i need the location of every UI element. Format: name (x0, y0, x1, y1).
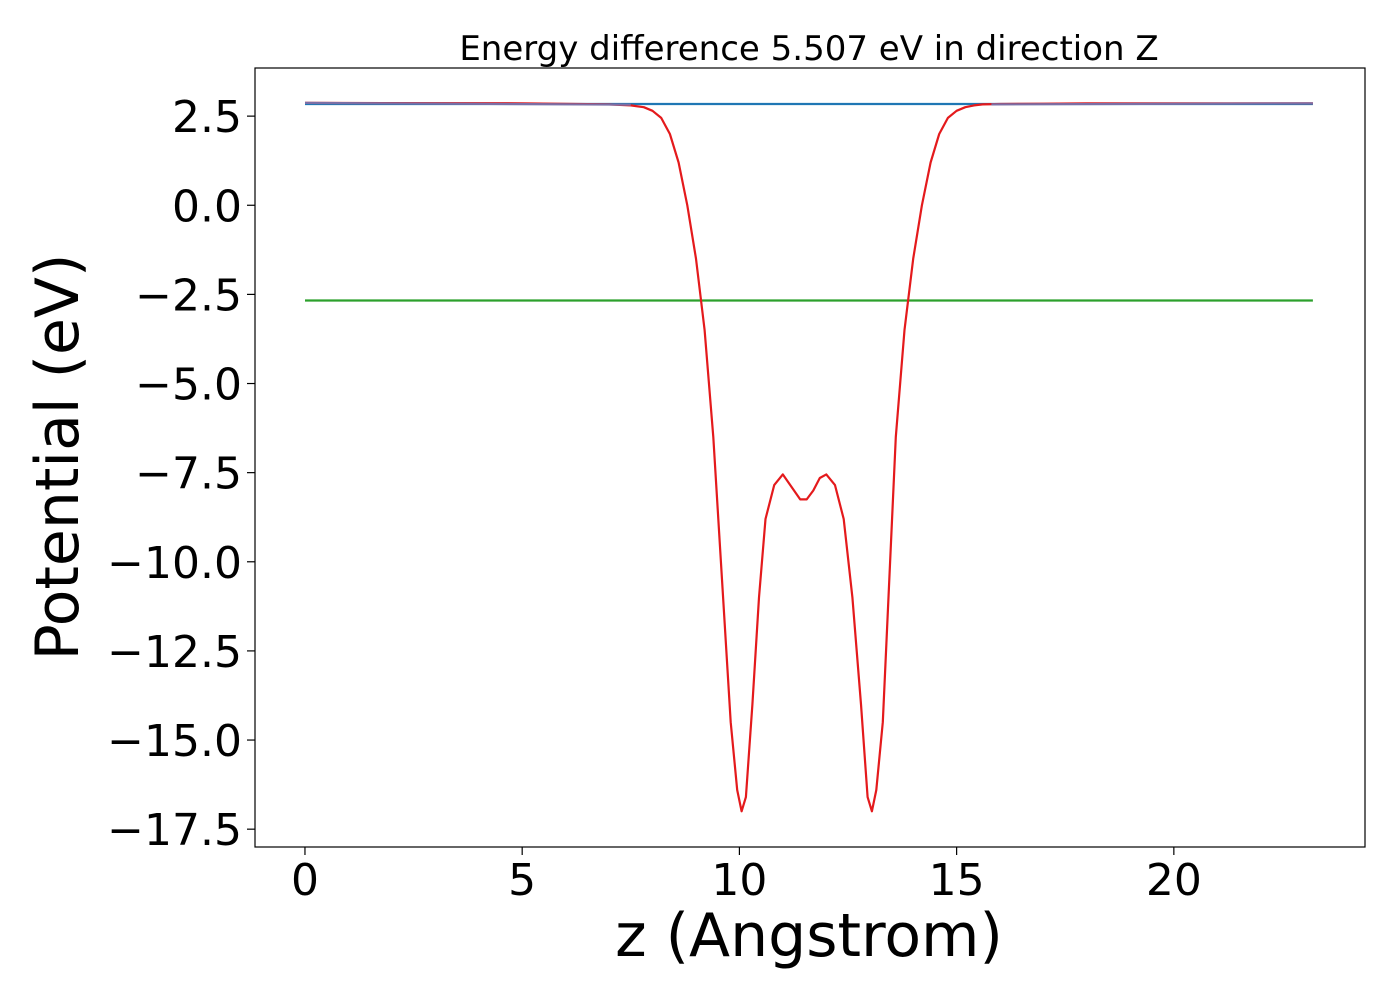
y-tick-label: −10.0 (107, 538, 242, 589)
y-tick-label: −15.0 (107, 716, 242, 767)
y-tick-label: 2.5 (172, 92, 242, 143)
y-tick-label: −12.5 (107, 627, 242, 678)
x-tick-label: 20 (1146, 855, 1202, 906)
plot-frame (254, 67, 1366, 848)
series-line-3 (304, 101, 1313, 813)
y-tick-label: −17.5 (107, 805, 242, 856)
series-line-4 (304, 101, 631, 106)
ticks-layer: 0 5 10 15 20 2.5 0.0 −2.5 −5.0 −7.5 −10.0 −12.5 −15.… (107, 92, 1202, 906)
y-tick-label: 0.0 (172, 181, 242, 232)
series-line-5 (991, 102, 1313, 106)
series-layer (304, 101, 1313, 813)
y-tick-label: −5.0 (135, 360, 242, 411)
y-tick-label: −7.5 (135, 449, 242, 500)
x-axis-label: z (Angstrom) (615, 901, 1003, 971)
y-tick-label: −2.5 (135, 270, 242, 321)
x-tick-label: 10 (711, 855, 767, 906)
x-tick-label: 0 (291, 855, 319, 906)
y-axis-label: Potential (eV) (23, 254, 93, 661)
chart-title: Energy difference 5.507 eV in direction … (459, 29, 1158, 69)
x-tick-label: 15 (929, 855, 985, 906)
x-tick-label: 5 (508, 855, 536, 906)
